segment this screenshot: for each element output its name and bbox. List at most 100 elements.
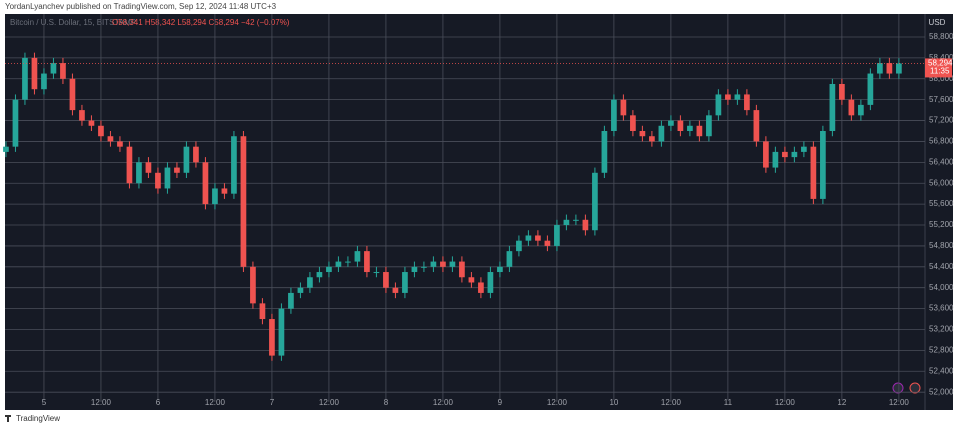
candle-body: [145, 162, 152, 173]
event-icon: [909, 382, 921, 394]
candle-body: [202, 162, 209, 205]
candle-body: [402, 272, 408, 293]
candle-body: [820, 131, 826, 199]
y-tick-label: 54,000: [929, 283, 954, 292]
publisher-line: YordanLyanchev published on TradingView.…: [5, 2, 277, 11]
candle-body: [744, 94, 750, 111]
candle-body: [79, 110, 85, 121]
candle-body: [668, 120, 674, 126]
candle-body: [269, 319, 275, 356]
candle-body: [212, 188, 218, 205]
candle-body: [288, 292, 294, 309]
currency-label: USD: [929, 18, 946, 27]
y-tick-label: 57,600: [929, 95, 954, 104]
candle-body: [183, 146, 190, 173]
candle-body: [896, 63, 902, 74]
candle-body: [136, 162, 142, 184]
candle-body: [772, 151, 779, 168]
y-tick-label: 52,800: [929, 345, 954, 354]
candle-body: [611, 99, 617, 132]
candle-body: [316, 272, 323, 278]
candle-body: [867, 73, 874, 105]
candle-body: [544, 240, 551, 246]
candle-body: [620, 99, 627, 116]
candle-body: [107, 136, 114, 142]
y-tick-label: 54,800: [929, 241, 954, 250]
candle-body: [715, 94, 722, 116]
candle-body: [60, 63, 66, 79]
candle-body: [278, 308, 285, 356]
x-tick-label: 10: [609, 398, 618, 407]
chart-background: [5, 14, 953, 410]
x-tick-label: 12:00: [205, 398, 226, 407]
candle-body: [487, 272, 494, 293]
candle-body: [858, 104, 864, 116]
candle-body: [696, 125, 703, 137]
candle-body: [240, 136, 247, 267]
candle-body: [516, 240, 522, 252]
candle-body: [354, 251, 361, 262]
candle-body: [164, 167, 171, 189]
candle-body: [50, 63, 57, 74]
candle-body: [88, 120, 95, 126]
x-tick-label: 12:00: [433, 398, 454, 407]
y-tick-label: 55,600: [929, 199, 954, 208]
ohlc-legend: O58,341 H58,342 L58,294 C58,294 −42 (−0.…: [112, 18, 290, 27]
x-tick-label: 7: [270, 398, 275, 407]
countdown-label: 11:35: [930, 67, 950, 76]
candle-body: [41, 73, 47, 90]
candle-body: [763, 141, 769, 168]
x-tick-label: 11: [724, 398, 733, 407]
candle-body: [231, 136, 237, 194]
x-tick-label: 8: [384, 398, 389, 407]
y-tick-label: 57,200: [929, 116, 954, 125]
candle-body: [373, 272, 380, 274]
candle-body: [117, 141, 123, 147]
candle-body: [525, 235, 532, 241]
candle-body: [601, 131, 608, 173]
candle-body: [801, 146, 807, 152]
candle-body: [791, 151, 798, 158]
candle-body: [12, 99, 19, 147]
candle-body: [554, 225, 560, 246]
x-tick-label: 12: [837, 398, 846, 407]
x-tick-label: 12:00: [91, 398, 112, 407]
candle-body: [497, 266, 503, 273]
y-tick-label: 55,200: [929, 220, 954, 229]
x-tick-label: 12:00: [775, 398, 796, 407]
y-tick-label: 53,200: [929, 325, 954, 334]
candle-body: [478, 282, 484, 293]
candle-body: [573, 219, 579, 221]
candle-body: [829, 83, 836, 132]
candle-body: [649, 136, 655, 142]
candle-body: [848, 99, 855, 116]
candle-body: [582, 219, 589, 231]
symbol-label: Bitcoin / U.S. Dollar, 15, BITSTAMP: [10, 18, 136, 27]
candle-body: [506, 251, 513, 267]
y-tick-label: 58,400: [929, 53, 954, 62]
candle-body: [259, 303, 266, 320]
footer-logo: [5, 415, 11, 422]
candle-body: [658, 125, 665, 142]
candle-body: [126, 146, 133, 184]
x-tick-label: 5: [42, 398, 47, 407]
price-tag: [925, 58, 952, 78]
candle-body: [468, 277, 475, 283]
candle-body: [22, 57, 28, 100]
price-tag-label: 58,294: [928, 59, 953, 68]
y-tick-label: 58,800: [929, 32, 954, 41]
candle-body: [297, 287, 304, 293]
candle-body: [98, 125, 104, 137]
candle-body: [639, 131, 646, 137]
event-icon: [892, 382, 904, 394]
candle-body: [592, 172, 598, 231]
footer-brand: TradingView: [16, 414, 60, 423]
candle-body: [383, 272, 389, 288]
y-tick-label: 52,000: [929, 387, 954, 396]
candle-body: [630, 115, 636, 132]
candle-body: [411, 266, 418, 273]
candle-body: [307, 277, 313, 288]
candle-body: [440, 261, 446, 267]
candle-body: [677, 120, 684, 132]
candle-body: [459, 261, 465, 278]
